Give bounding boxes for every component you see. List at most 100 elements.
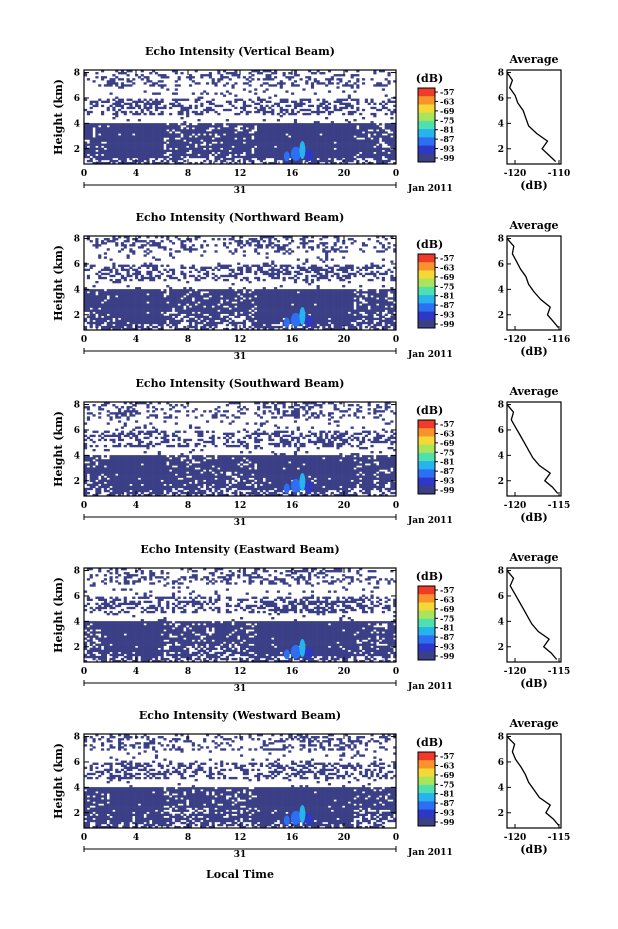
heatmap-cell bbox=[370, 133, 374, 136]
heatmap-cell bbox=[376, 131, 380, 134]
heatmap-cell bbox=[171, 319, 176, 323]
heatmap-cell bbox=[89, 303, 93, 306]
heatmap-cell bbox=[194, 268, 198, 272]
heatmap-cell bbox=[342, 131, 346, 134]
heatmap-cell bbox=[305, 129, 309, 132]
heatmap-cell bbox=[86, 305, 90, 308]
heatmap-cell bbox=[84, 125, 88, 128]
heatmap-cell bbox=[188, 76, 193, 79]
heatmap-cell bbox=[327, 112, 332, 116]
heatmap-cell bbox=[160, 106, 164, 110]
heatmap-cell bbox=[245, 303, 249, 306]
heatmap-cell bbox=[310, 313, 315, 316]
heatmap-cell bbox=[120, 305, 125, 308]
heatmap-cell bbox=[152, 112, 156, 116]
heatmap-cell bbox=[316, 270, 320, 274]
heatmap-cell bbox=[390, 274, 394, 278]
heatmap-cell bbox=[319, 242, 323, 245]
heatmap-cell bbox=[101, 104, 105, 108]
heatmap-cell bbox=[132, 135, 136, 138]
heatmap-cell bbox=[245, 266, 249, 269]
heatmap-cell bbox=[257, 147, 261, 150]
heatmap-cell bbox=[333, 289, 337, 292]
heatmap-cell bbox=[115, 129, 119, 132]
heatmap-cell bbox=[336, 248, 340, 251]
heatmap-cell bbox=[265, 307, 269, 310]
heatmap-cell bbox=[271, 72, 275, 75]
heatmap-cell bbox=[333, 297, 337, 300]
heatmap-cell bbox=[163, 301, 167, 304]
heatmap-cell bbox=[245, 82, 249, 85]
heatmap-cell bbox=[370, 147, 374, 150]
heatmap-cell bbox=[143, 149, 147, 153]
heatmap-cell bbox=[353, 90, 357, 93]
heatmap-cell bbox=[356, 270, 360, 274]
heatmap-cell bbox=[191, 92, 195, 95]
heatmap-cell bbox=[308, 311, 312, 314]
heatmap-cell bbox=[112, 147, 116, 150]
heatmap-cell bbox=[123, 299, 127, 302]
heatmap-cell bbox=[92, 321, 96, 325]
heatmap-cell bbox=[146, 161, 150, 165]
heatmap-cell bbox=[183, 143, 187, 146]
heatmap-cell bbox=[197, 123, 201, 126]
heatmap-cell bbox=[163, 149, 167, 153]
heatmap-cell bbox=[381, 291, 385, 294]
heatmap-cell bbox=[291, 137, 295, 140]
heatmap-cell bbox=[112, 291, 116, 294]
heatmap-cell bbox=[84, 268, 88, 272]
heatmap-cell bbox=[285, 139, 289, 142]
heatmap-cell bbox=[118, 295, 122, 298]
heatmap-cell bbox=[384, 147, 388, 150]
heatmap-cell bbox=[347, 147, 351, 150]
heatmap-cell bbox=[279, 291, 283, 294]
heatmap-cell bbox=[191, 301, 195, 304]
heatmap-cell bbox=[339, 293, 343, 296]
heatmap-cell bbox=[101, 276, 105, 280]
heatmap-cell bbox=[231, 238, 235, 241]
heatmap-cell bbox=[259, 137, 263, 140]
heatmap-cell bbox=[186, 131, 190, 134]
heatmap-cell bbox=[313, 139, 317, 142]
heatmap-cell bbox=[137, 123, 142, 126]
heatmap-cell bbox=[390, 317, 394, 321]
heatmap-cell bbox=[376, 145, 380, 148]
heatmap-cell bbox=[308, 70, 312, 73]
heatmap-cell bbox=[191, 139, 195, 142]
heatmap-cell bbox=[313, 159, 317, 163]
heatmap-cell bbox=[387, 301, 391, 304]
heatmap-cell bbox=[245, 145, 249, 148]
heatmap-cell bbox=[115, 268, 119, 272]
heatmap-cell bbox=[115, 84, 119, 87]
heatmap-cell bbox=[109, 240, 113, 243]
heatmap-cell bbox=[254, 137, 258, 140]
heatmap-cell bbox=[274, 268, 278, 272]
heatmap-cell bbox=[381, 272, 385, 276]
heatmap-cell bbox=[109, 295, 113, 298]
heatmap-cell bbox=[197, 317, 201, 321]
heatmap-cell bbox=[325, 137, 329, 140]
heatmap-cell bbox=[276, 135, 281, 138]
heatmap-cell bbox=[188, 143, 193, 146]
heatmap-cell bbox=[325, 127, 329, 130]
heatmap-cell bbox=[276, 131, 281, 134]
heatmap-cell bbox=[200, 127, 204, 130]
heatmap-cell bbox=[268, 133, 272, 136]
heatmap-cell bbox=[378, 307, 383, 310]
heatmap-cell bbox=[129, 311, 133, 314]
heatmap-cell bbox=[373, 137, 377, 140]
heatmap-cell bbox=[217, 276, 221, 280]
heatmap-cell bbox=[174, 313, 178, 316]
heatmap-cell bbox=[248, 141, 252, 144]
heatmap-cell bbox=[84, 108, 88, 112]
heatmap-cell bbox=[194, 129, 198, 132]
heatmap-cell bbox=[387, 289, 391, 292]
heatmap-cell bbox=[208, 151, 212, 155]
heatmap-cell bbox=[251, 139, 255, 142]
heatmap-cell bbox=[387, 311, 391, 314]
heatmap-cell bbox=[143, 151, 147, 155]
heatmap-cell bbox=[171, 143, 176, 146]
heatmap-cell bbox=[98, 274, 102, 278]
heatmap-cell bbox=[208, 311, 212, 314]
heatmap-cell bbox=[84, 264, 88, 267]
